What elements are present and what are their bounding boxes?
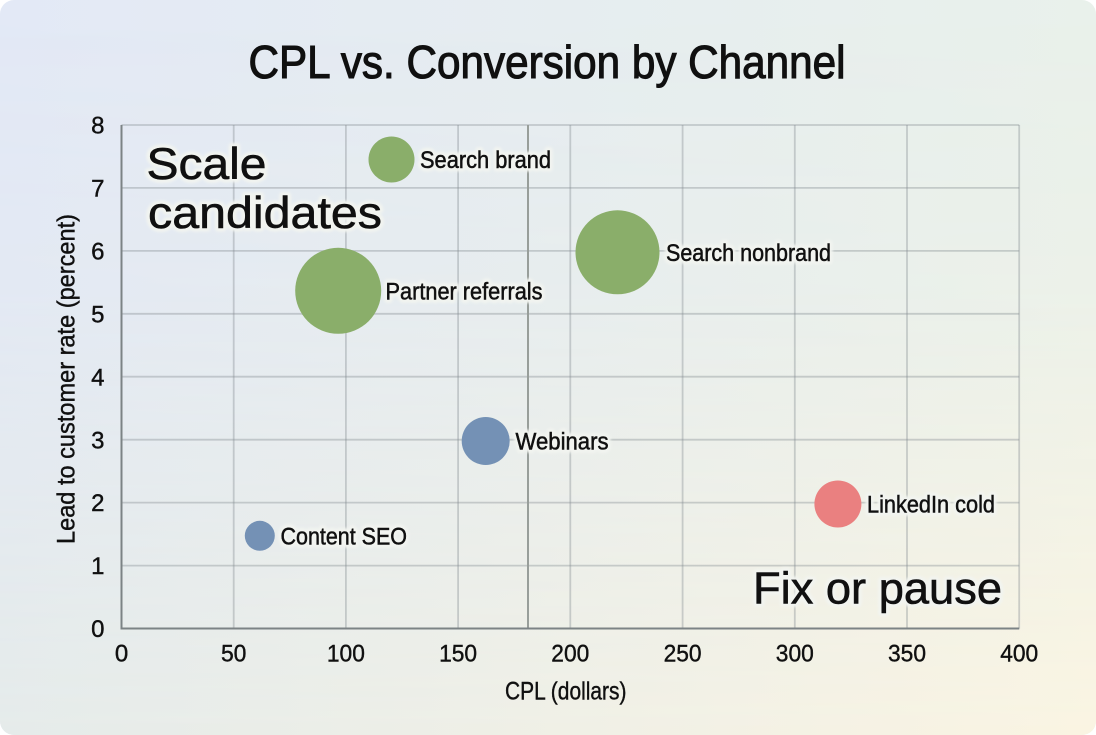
- svg-text:100: 100: [327, 641, 365, 668]
- svg-text:Fix or pause: Fix or pause: [753, 564, 1002, 613]
- svg-text:CPL (dollars): CPL (dollars): [505, 678, 627, 706]
- svg-text:200: 200: [551, 641, 589, 668]
- svg-text:3: 3: [91, 427, 104, 454]
- svg-text:Partner referrals: Partner referrals: [386, 278, 543, 305]
- svg-text:Webinars: Webinars: [516, 429, 609, 456]
- svg-text:LinkedIn cold: LinkedIn cold: [867, 492, 995, 519]
- svg-text:candidates: candidates: [148, 189, 382, 238]
- svg-text:Content SEO: Content SEO: [281, 523, 408, 550]
- svg-text:Content SEO: Content SEO: [281, 523, 408, 550]
- svg-text:50: 50: [221, 641, 247, 668]
- svg-text:4: 4: [91, 364, 104, 391]
- svg-text:5: 5: [91, 301, 104, 328]
- svg-text:Fix or pause: Fix or pause: [753, 564, 1002, 613]
- svg-text:CPL vs. Conversion by Channel: CPL vs. Conversion by Channel: [249, 36, 846, 88]
- svg-text:Search brand: Search brand: [420, 147, 551, 174]
- svg-text:Webinars: Webinars: [516, 429, 609, 456]
- svg-text:1: 1: [91, 553, 104, 580]
- svg-text:150: 150: [439, 641, 477, 668]
- svg-text:Search brand: Search brand: [420, 147, 551, 174]
- svg-text:400: 400: [1000, 641, 1038, 668]
- svg-text:0: 0: [91, 616, 104, 643]
- svg-text:8: 8: [91, 113, 104, 140]
- svg-text:Lead to customer rate (percent: Lead to customer rate (percent): [53, 214, 81, 544]
- svg-text:7: 7: [91, 176, 104, 203]
- svg-text:candidates: candidates: [148, 189, 382, 238]
- svg-text:Search nonbrand: Search nonbrand: [666, 240, 831, 267]
- svg-text:350: 350: [888, 641, 926, 668]
- svg-text:Scale: Scale: [147, 140, 267, 189]
- svg-text:Scale: Scale: [147, 140, 267, 189]
- svg-text:0: 0: [115, 641, 128, 668]
- svg-text:LinkedIn cold: LinkedIn cold: [867, 492, 995, 519]
- svg-text:Search nonbrand: Search nonbrand: [666, 240, 831, 267]
- svg-text:300: 300: [776, 641, 814, 668]
- svg-text:2: 2: [91, 490, 104, 517]
- svg-text:6: 6: [91, 239, 104, 266]
- svg-text:250: 250: [664, 641, 702, 668]
- svg-text:Partner referrals: Partner referrals: [386, 278, 543, 305]
